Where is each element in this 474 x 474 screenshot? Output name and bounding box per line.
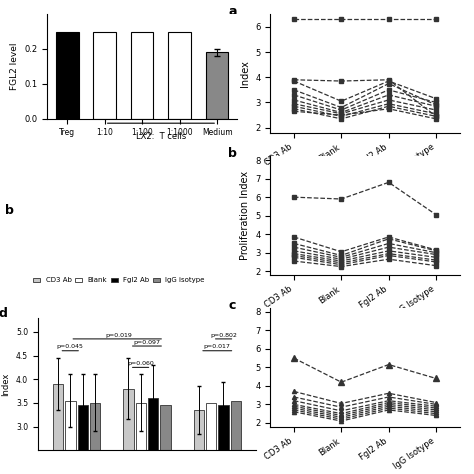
Bar: [193, 410, 204, 474]
Bar: [53, 384, 64, 474]
Legend: CD3 Ab, Blank, Fgl2 Ab, IgG isotype: CD3 Ab, Blank, Fgl2 Ab, IgG isotype: [30, 274, 208, 286]
Text: c: c: [228, 299, 236, 311]
Bar: [56, 32, 79, 118]
Bar: [206, 403, 216, 474]
Text: p=0.097: p=0.097: [134, 340, 160, 345]
Bar: [93, 32, 116, 118]
Bar: [218, 405, 228, 474]
Y-axis label: Proliferation Index: Proliferation Index: [239, 323, 249, 412]
X-axis label: LX2: T cells
1:1000: LX2: T cells 1:1000: [337, 183, 393, 204]
Text: p=0.019: p=0.019: [105, 333, 132, 337]
Text: p=0.802: p=0.802: [210, 333, 237, 337]
Text: p=0.045: p=0.045: [57, 345, 84, 349]
Y-axis label: Proliferation
Index: Proliferation Index: [0, 358, 10, 410]
Bar: [168, 32, 191, 118]
Bar: [78, 405, 88, 474]
Text: b: b: [5, 204, 14, 217]
Text: LX2:  T cells: LX2: T cells: [136, 132, 186, 141]
Y-axis label: Proliferation Index: Proliferation Index: [239, 171, 249, 260]
Text: p=0.017: p=0.017: [204, 345, 231, 349]
Bar: [123, 389, 134, 474]
Y-axis label: FGL2 level: FGL2 level: [10, 43, 19, 90]
Bar: [230, 401, 241, 474]
Text: a: a: [228, 5, 237, 18]
Bar: [65, 401, 76, 474]
Bar: [160, 405, 171, 474]
Bar: [131, 32, 154, 118]
Bar: [206, 53, 228, 118]
Text: d: d: [0, 307, 8, 320]
Bar: [90, 403, 100, 474]
Bar: [136, 403, 146, 474]
Bar: [148, 398, 158, 474]
Text: p=0.060: p=0.060: [127, 361, 154, 366]
Text: b: b: [228, 147, 237, 160]
X-axis label: LX2: T cells
1:100: LX2: T cells 1:100: [337, 325, 393, 346]
Y-axis label: Proliferation
Index: Proliferation Index: [228, 44, 249, 103]
